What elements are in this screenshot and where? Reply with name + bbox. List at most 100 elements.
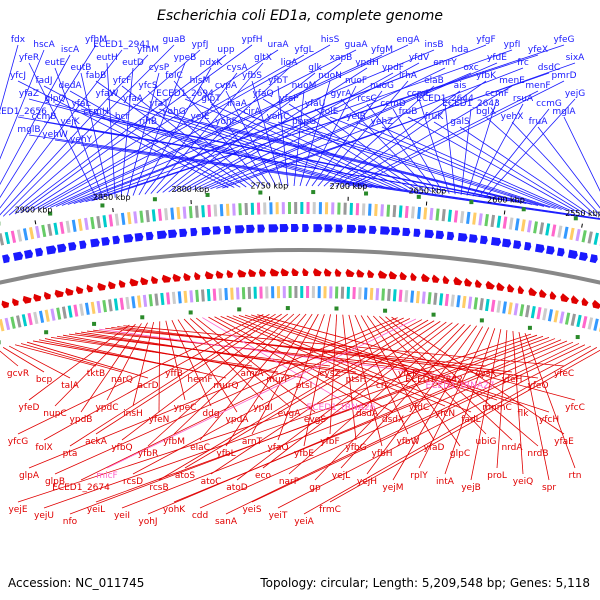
gene-leader-line — [392, 108, 444, 194]
gene-label: dsdX — [382, 415, 404, 425]
reverse-cds-feature — [75, 286, 84, 295]
forward-category-bar — [404, 205, 409, 219]
reverse-category-bar — [404, 290, 409, 303]
gene-label: glpA — [19, 471, 40, 481]
gene-leader-line — [80, 72, 110, 199]
rna-marker — [573, 216, 578, 221]
gene-label: dsdA — [356, 409, 379, 419]
gene-label: yfaZ — [19, 89, 39, 99]
gene-label: yfbW — [396, 437, 419, 447]
gene-leader-line — [317, 80, 409, 187]
gene-leader-line — [225, 90, 277, 187]
reverse-category-bar — [438, 293, 444, 306]
gene-leader-line — [472, 103, 524, 197]
gene-label: yfbE — [294, 449, 314, 459]
forward-category-bar — [29, 227, 35, 240]
forward-category-bar — [386, 204, 391, 217]
gene-label: ptsH — [346, 375, 367, 385]
gene-label: yfdC — [409, 403, 430, 413]
forward-cds-feature — [413, 228, 421, 237]
forward-cds-feature — [380, 226, 391, 235]
gene-leader-line — [199, 341, 574, 509]
forward-cds-feature — [446, 231, 455, 241]
forward-category-bar — [84, 217, 89, 231]
gene-leader-line — [192, 67, 446, 191]
gene-label: yfaL — [71, 99, 90, 109]
gene-leader-line — [106, 62, 116, 198]
gene-leader-line — [198, 72, 472, 190]
gene-leader-line — [62, 334, 305, 379]
forward-category-bar — [139, 210, 144, 223]
gene-label: bglX — [476, 107, 496, 117]
gene-label: glk — [308, 63, 322, 73]
reverse-category-bar — [119, 297, 125, 310]
gene-label: intA — [436, 477, 455, 487]
forward-category-bar — [478, 213, 483, 226]
forward-category-bar — [170, 207, 175, 220]
gene-label: upp — [217, 45, 234, 55]
gene-label: yfaO — [267, 443, 288, 453]
forward-cds-feature — [357, 225, 367, 234]
gene-label: yfcS — [138, 81, 157, 91]
rna-marker — [152, 197, 157, 202]
gene-label: frmC — [319, 505, 341, 515]
gene-leader-line — [106, 318, 417, 469]
reverse-cds-feature — [140, 277, 149, 286]
forward-cds-feature — [279, 224, 289, 233]
gene-leader-line — [17, 314, 264, 435]
reverse-cds-feature — [581, 297, 589, 307]
forward-category-bar — [514, 218, 520, 231]
gene-leader-line — [0, 44, 97, 199]
forward-category-bar — [459, 211, 465, 224]
gene-label: cirA — [243, 107, 261, 117]
gene-label: insH — [123, 409, 143, 419]
gene-label: ECED1_2674 — [52, 483, 110, 493]
forward-category-bar — [35, 225, 41, 239]
gene-leader-line — [0, 54, 71, 186]
gene-label: yfeK — [398, 369, 419, 379]
forward-cds-feature — [291, 224, 299, 233]
gene-leader-line — [210, 321, 441, 475]
gene-label: narP — [279, 477, 300, 487]
forward-category-bar — [453, 210, 459, 223]
forward-cds-feature — [313, 224, 323, 233]
gene-leader-line — [44, 338, 227, 379]
gene-leader-line — [28, 317, 398, 469]
gene-label: yfeO — [527, 381, 548, 391]
gene-leader-line — [106, 98, 378, 189]
forward-category-bar — [41, 224, 47, 238]
gene-label: murQ — [213, 381, 238, 391]
reverse-cds-feature — [345, 268, 355, 278]
gene-label: yfaA — [123, 94, 144, 104]
reverse-cds-feature — [215, 270, 224, 279]
gene-leader-line — [69, 313, 276, 447]
forward-category-bar — [502, 216, 508, 229]
reverse-category-bar — [593, 318, 599, 331]
gene-leader-line — [95, 337, 550, 503]
forward-cds-feature — [190, 227, 198, 237]
gene-label: fadL — [461, 415, 480, 425]
reverse-category-bar — [536, 307, 542, 320]
gene-leader-line — [28, 134, 600, 219]
gene-label: mglB — [17, 125, 40, 135]
gene-label: fruK — [425, 112, 445, 122]
tick-label: 2800 kbp — [172, 185, 210, 194]
forward-category-bar — [4, 231, 11, 245]
gene-leader-line — [91, 44, 565, 202]
reverse-category-bar — [415, 291, 420, 304]
reverse-cds-feature — [118, 279, 126, 288]
gene-leader-line — [348, 314, 383, 447]
reverse-category-bar — [102, 299, 107, 313]
gene-label: ligA — [281, 58, 299, 68]
reverse-category-bar — [108, 299, 113, 312]
gene-label: yfhM — [85, 35, 107, 45]
gene-label: folE — [322, 107, 339, 117]
tick-mark — [503, 210, 506, 215]
reverse-category-bar — [218, 288, 223, 301]
rna-marker — [527, 325, 532, 330]
reverse-cds-feature — [570, 295, 579, 305]
reverse-cds-feature — [485, 280, 495, 290]
forward-cds-feature — [302, 224, 309, 233]
rna-marker — [479, 318, 484, 323]
reverse-category-bar — [587, 317, 594, 330]
